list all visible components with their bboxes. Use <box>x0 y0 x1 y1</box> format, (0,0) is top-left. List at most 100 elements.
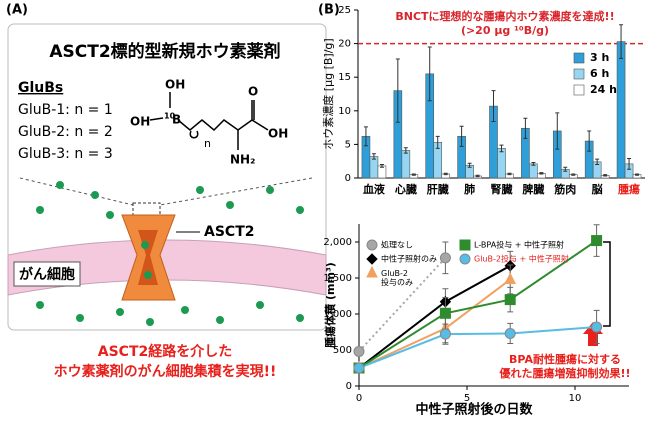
structure: OH 10 B OH n O OH NH₂ <box>130 78 288 167</box>
legend-marker <box>366 265 378 278</box>
bar <box>529 163 538 179</box>
error-bar <box>363 126 368 147</box>
x-tick-label: 0 <box>356 393 362 404</box>
legend-marker <box>366 253 378 265</box>
cell-box <box>13 261 81 287</box>
error-bar <box>427 46 432 102</box>
error-bar <box>459 125 464 147</box>
subtitle: GluBs <box>18 80 63 96</box>
atom: OH <box>165 78 185 92</box>
y-tick-label: 500 <box>333 345 352 356</box>
legend-marker <box>459 239 471 251</box>
x-tick-label: 脾臓 <box>522 182 544 196</box>
molecules <box>36 181 304 326</box>
x-tick-label: 血液 <box>363 182 386 196</box>
error-bar <box>403 147 408 154</box>
y-tick-label: 15 <box>338 72 351 83</box>
annotation: BNCTに理想的な腫瘍内ホウ素濃度を達成!! <box>395 9 614 23</box>
legend-label: 処理なし <box>381 240 413 250</box>
error-bar <box>555 112 560 150</box>
marker <box>439 307 451 319</box>
line <box>358 239 598 369</box>
legend-marker <box>459 253 471 265</box>
y-tick-label: 5 <box>345 139 351 150</box>
marker <box>439 328 451 340</box>
error-bar <box>395 58 400 123</box>
annotation: 優れた腫瘍増殖抑制効果!! <box>498 366 630 380</box>
x-tick-label: 肝臓 <box>427 182 449 196</box>
x-tick-label: 腎臓 <box>491 182 513 196</box>
legend-marker <box>366 239 378 251</box>
x-tick-label: 腫瘍 <box>618 182 640 196</box>
annotation: BPA耐性腫瘍に対する <box>509 352 621 366</box>
legend-swatch <box>573 84 585 96</box>
panel-title: ASCT2標的型新規ホウ素薬剤 <box>49 41 280 62</box>
atom: OH <box>130 115 150 129</box>
marker <box>504 327 516 339</box>
error-bar <box>435 135 440 149</box>
y-tick-label: 20 <box>338 39 351 50</box>
legend-swatch <box>573 68 585 80</box>
x-tick-label: 心臓 <box>395 182 417 196</box>
atom: B <box>172 113 181 127</box>
legend-label: 6 h <box>590 67 609 80</box>
marker <box>504 272 517 284</box>
bar <box>369 156 379 179</box>
zoom-lines <box>19 177 313 206</box>
error-bar <box>467 162 472 168</box>
legend-label: L-BPA投与 + 中性子照射 <box>474 240 564 250</box>
error-bar <box>507 172 512 176</box>
error-bar <box>571 173 576 176</box>
legend-label: GluB-2 投与のみ <box>381 269 413 287</box>
atom: NH₂ <box>230 153 255 167</box>
error-bar <box>603 174 608 177</box>
error-bar <box>523 117 528 139</box>
error-bar <box>587 130 592 152</box>
line <box>358 257 447 353</box>
annotation: (>20 μg ¹⁰B/g) <box>461 24 549 37</box>
cell-label: がん細胞 <box>19 266 75 283</box>
error-bar <box>411 173 416 176</box>
y-tick-label: 1,000 <box>323 309 352 320</box>
caption: ホウ素薬剤のがん細胞集積を実現!! <box>54 363 277 380</box>
panel-label: (B) <box>318 3 340 18</box>
bar <box>616 41 626 179</box>
atom: 10 <box>164 112 176 121</box>
y-tick-label: 0 <box>345 173 351 184</box>
legend-label: 3 h <box>590 51 609 64</box>
caption: ASCT2経路を介した <box>98 343 232 360</box>
legend-label: 24 h <box>590 83 617 96</box>
error-bar <box>563 166 568 172</box>
membrane <box>7 239 327 296</box>
bar <box>497 148 506 179</box>
error-bar <box>595 158 600 166</box>
marker <box>591 321 603 333</box>
y-tick-label: 25 <box>338 5 351 16</box>
marker <box>353 345 365 357</box>
y-tick-label: 0 <box>346 381 352 392</box>
x-axis-label: 中性子照射後の日数 <box>415 402 533 418</box>
line <box>358 325 597 369</box>
y-tick-label: 1,500 <box>323 273 352 284</box>
marker <box>504 294 516 306</box>
y-axis-label: ホウ素濃度 [μg [B]/g] <box>321 38 335 149</box>
atom: n <box>204 137 211 150</box>
error-bar <box>475 174 480 178</box>
bar <box>401 150 411 179</box>
compound: GluB-3: n = 3 <box>18 146 113 162</box>
error-bar <box>371 153 376 160</box>
x-tick-label: 肺 <box>464 182 475 196</box>
y-tick-label: 2,000 <box>323 237 352 248</box>
compound: GluB-1: n = 1 <box>18 102 113 118</box>
legend-label: 中性子照射のみ <box>381 254 437 264</box>
error-bar <box>499 144 504 153</box>
y-tick-label: 10 <box>338 106 351 117</box>
y-axis-label: 腫瘍体積 (mm³) <box>323 262 337 348</box>
error-bar <box>443 172 448 176</box>
panel-label: (A) <box>6 3 28 18</box>
atom: OH <box>268 127 288 141</box>
error-bar <box>619 24 624 59</box>
error-bar <box>635 173 640 176</box>
error-bar <box>379 164 384 168</box>
